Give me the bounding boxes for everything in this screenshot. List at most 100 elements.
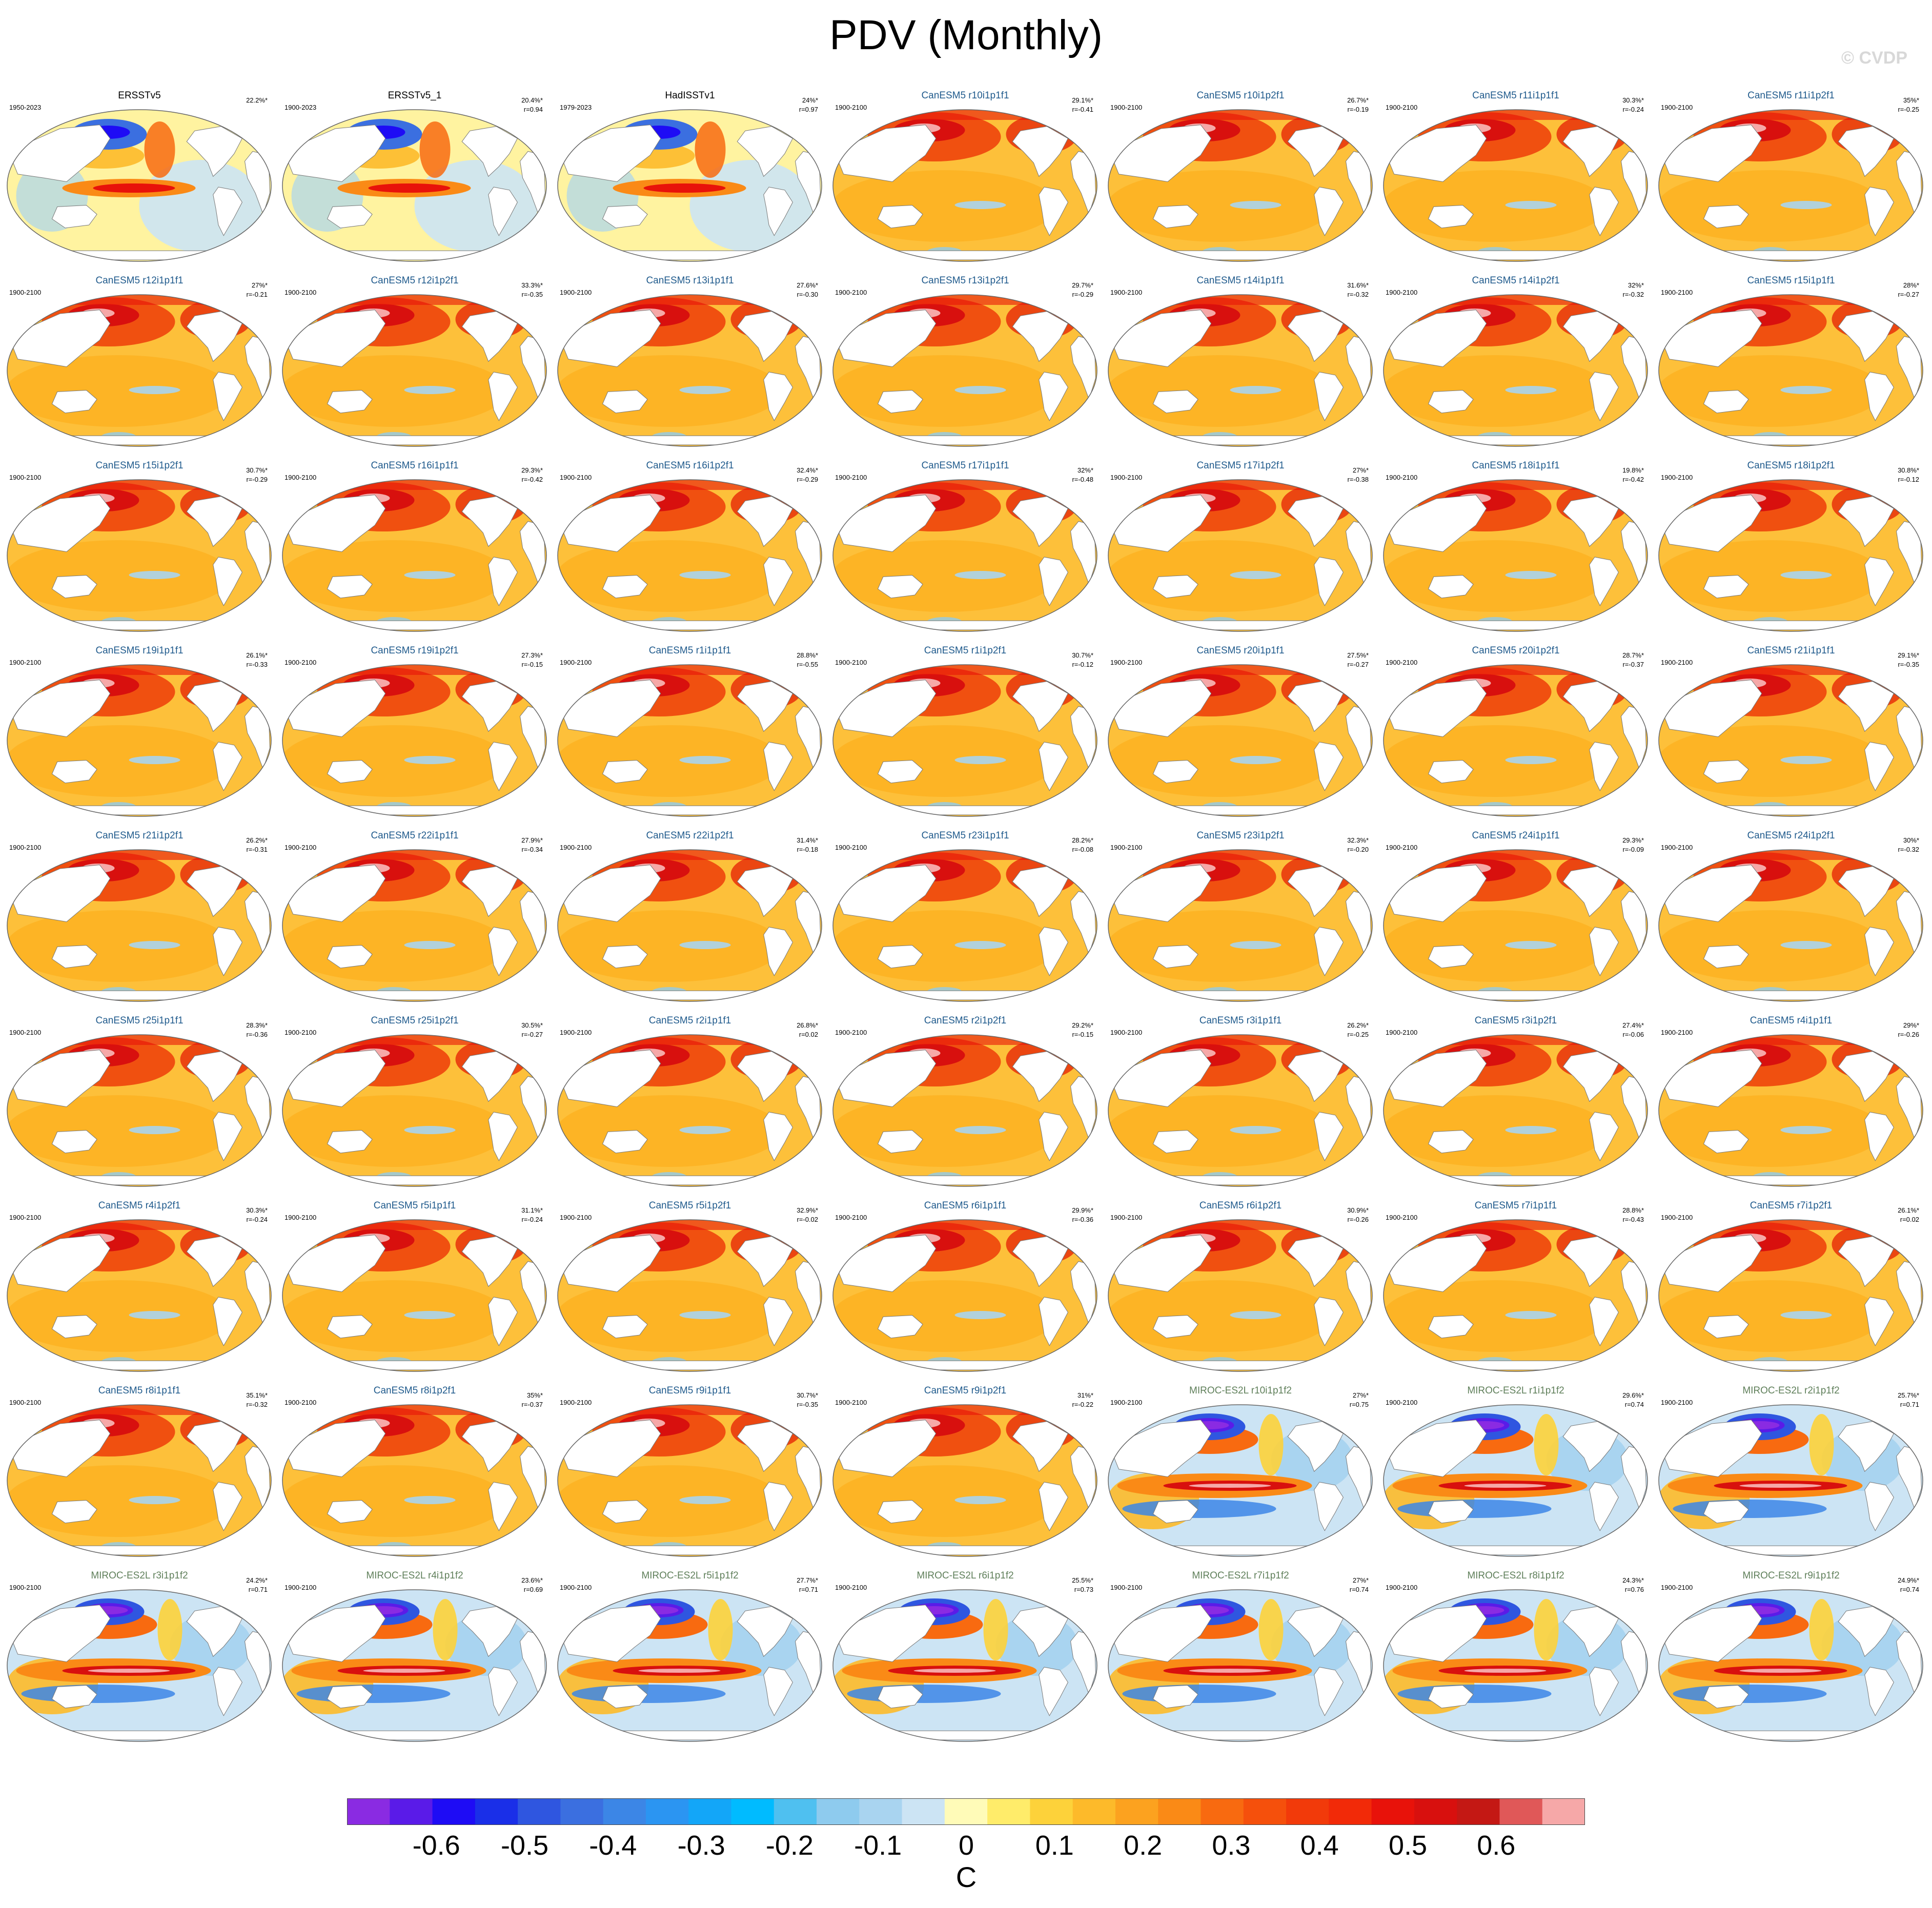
panel-title: CanESM5 r3i1p2f1 xyxy=(1474,1015,1557,1026)
panel-years: 1900-2100 xyxy=(835,844,867,851)
panel-years: 1900-2100 xyxy=(560,844,592,851)
panel-years: 1900-2100 xyxy=(284,1214,317,1221)
panel-years: 1900-2100 xyxy=(284,1399,317,1406)
panel-title: CanESM5 r24i1p2f1 xyxy=(1747,830,1835,841)
panel-years: 1900-2100 xyxy=(1386,1214,1418,1221)
map-can xyxy=(832,1404,1097,1557)
panel-variance-pct: 30.9%* xyxy=(1347,1206,1369,1214)
panel-correlation: r=-0.24 xyxy=(521,1216,543,1223)
panel-years: 1900-2100 xyxy=(560,1399,592,1406)
panel-title: MIROC-ES2L r9i1p1f2 xyxy=(1742,1570,1840,1581)
map-miroc xyxy=(1658,1404,1923,1557)
colorbar-swatch xyxy=(603,1798,646,1825)
panel-variance-pct: 27%* xyxy=(1352,1576,1369,1584)
colorbar-tick-label: 0.5 xyxy=(1388,1830,1428,1861)
map-panel: CanESM5 r25i1p2f1 1900-2100 30.5%* r=-0.27 xyxy=(281,1015,548,1200)
panel-years: 1900-2100 xyxy=(9,659,42,666)
panel-title: MIROC-ES2L r7i1p1f2 xyxy=(1192,1570,1289,1581)
panel-title: MIROC-ES2L r2i1p1f2 xyxy=(1742,1385,1840,1396)
panel-variance-pct: 30.5%* xyxy=(521,1021,543,1029)
map-panel: CanESM5 r11i1p1f1 1900-2100 30.3%* r=-0.24 xyxy=(1382,90,1649,275)
panel-title: CanESM5 r25i1p2f1 xyxy=(371,1015,459,1026)
panel-title: CanESM5 r19i1p1f1 xyxy=(95,645,184,656)
panel-variance-pct: 20.4%* xyxy=(521,96,543,104)
map-panel: CanESM5 r3i1p2f1 1900-2100 27.4%* r=-0.06 xyxy=(1382,1015,1649,1200)
map-obs xyxy=(7,109,272,262)
panel-title: CanESM5 r6i1p2f1 xyxy=(1199,1200,1282,1211)
map-can xyxy=(557,479,822,632)
panel-years: 1950-2023 xyxy=(9,104,42,111)
panel-title: CanESM5 r5i1p2f1 xyxy=(648,1200,731,1211)
panel-years: 1900-2100 xyxy=(1661,1399,1693,1406)
panel-title: MIROC-ES2L r8i1p1f2 xyxy=(1467,1570,1564,1581)
panel-title: CanESM5 r7i1p1f1 xyxy=(1474,1200,1557,1211)
panel-years: 1900-2100 xyxy=(835,1399,867,1406)
panel-correlation: r=-0.32 xyxy=(246,1401,268,1408)
panel-title: CanESM5 r13i1p1f1 xyxy=(646,275,734,286)
panel-variance-pct: 31.6%* xyxy=(1347,281,1369,289)
colorbar-swatch xyxy=(645,1798,689,1825)
panel-variance-pct: 24.9%* xyxy=(1898,1576,1919,1584)
panel-correlation: r=-0.48 xyxy=(1072,476,1093,483)
map-panel: CanESM5 r17i1p2f1 1900-2100 27%* r=-0.38 xyxy=(1107,460,1374,645)
map-panel: CanESM5 r19i1p2f1 1900-2100 27.3%* r=-0.15 xyxy=(281,645,548,830)
panel-years: 1900-2023 xyxy=(284,104,317,111)
map-panel: CanESM5 r9i1p2f1 1900-2100 31%* r=-0.22 xyxy=(832,1385,1099,1570)
map-panel: CanESM5 r6i1p2f1 1900-2100 30.9%* r=-0.26 xyxy=(1107,1200,1374,1385)
map-panel: CanESM5 r24i1p2f1 1900-2100 30%* r=-0.32 xyxy=(1658,830,1924,1015)
map-can xyxy=(1108,1219,1373,1372)
panel-years: 1900-2100 xyxy=(284,474,317,481)
colorbar-swatch xyxy=(1072,1798,1116,1825)
panel-correlation: r=-0.42 xyxy=(521,476,543,483)
panel-title: CanESM5 r17i1p2f1 xyxy=(1196,460,1285,471)
panel-title: CanESM5 r22i1p2f1 xyxy=(646,830,734,841)
map-panel: CanESM5 r16i1p2f1 1900-2100 32.4%* r=-0.29 xyxy=(557,460,823,645)
panel-variance-pct: 29%* xyxy=(1903,1021,1919,1029)
panel-years: 1900-2100 xyxy=(835,659,867,666)
panel-variance-pct: 30%* xyxy=(1903,836,1919,844)
panel-correlation: r=-0.43 xyxy=(1622,1216,1644,1223)
panel-title: CanESM5 r21i1p2f1 xyxy=(95,830,184,841)
panel-years: 1900-2100 xyxy=(1661,474,1693,481)
panel-variance-pct: 25.7%* xyxy=(1898,1391,1919,1399)
map-panel: CanESM5 r17i1p1f1 1900-2100 32%* r=-0.48 xyxy=(832,460,1099,645)
map-can xyxy=(282,664,547,817)
colorbar-tick-label: 0.1 xyxy=(1035,1830,1074,1861)
map-miroc xyxy=(7,1589,272,1742)
panel-correlation: r=-0.12 xyxy=(1072,661,1093,668)
panel-years: 1900-2100 xyxy=(835,474,867,481)
panel-title: CanESM5 r14i1p1f1 xyxy=(1196,275,1285,286)
panel-correlation: r=0.97 xyxy=(799,106,818,113)
map-can xyxy=(7,664,272,817)
map-panel: CanESM5 r11i1p2f1 1900-2100 35%* r=-0.25 xyxy=(1658,90,1924,275)
panel-variance-pct: 35%* xyxy=(1903,96,1919,104)
map-panel: CanESM5 r6i1p1f1 1900-2100 29.9%* r=-0.36 xyxy=(832,1200,1099,1385)
map-can xyxy=(7,1034,272,1187)
panel-correlation: r=0.74 xyxy=(1624,1401,1644,1408)
map-can xyxy=(7,294,272,447)
panel-title: CanESM5 r2i1p1f1 xyxy=(648,1015,731,1026)
panel-years: 1900-2100 xyxy=(9,844,42,851)
map-can xyxy=(557,1404,822,1557)
map-can xyxy=(557,1034,822,1187)
map-can xyxy=(1108,109,1373,262)
map-panel: CanESM5 r7i1p2f1 1900-2100 26.1%* r=0.02 xyxy=(1658,1200,1924,1385)
panel-variance-pct: 28%* xyxy=(1903,281,1919,289)
panel-variance-pct: 27.3%* xyxy=(521,651,543,659)
map-can xyxy=(1108,849,1373,1002)
panel-years: 1900-2100 xyxy=(9,289,42,296)
colorbar-swatch xyxy=(1201,1798,1244,1825)
map-miroc xyxy=(1383,1404,1648,1557)
map-can xyxy=(1658,294,1923,447)
panel-correlation: r=0.94 xyxy=(523,106,543,113)
map-panel: CanESM5 r3i1p1f1 1900-2100 26.2%* r=-0.25 xyxy=(1107,1015,1374,1200)
panel-correlation: r=-0.42 xyxy=(1622,476,1644,483)
panel-years: 1900-2100 xyxy=(1661,844,1693,851)
panel-years: 1900-2100 xyxy=(835,289,867,296)
map-panel: MIROC-ES2L r10i1p1f2 1900-2100 27%* r=0.75 xyxy=(1107,1385,1374,1570)
panel-correlation: r=-0.20 xyxy=(1347,846,1369,853)
colorbar-swatch xyxy=(475,1798,518,1825)
panel-title: CanESM5 r15i1p1f1 xyxy=(1747,275,1835,286)
panel-variance-pct: 27.6%* xyxy=(797,281,818,289)
panel-correlation: r=-0.27 xyxy=(1898,291,1919,298)
